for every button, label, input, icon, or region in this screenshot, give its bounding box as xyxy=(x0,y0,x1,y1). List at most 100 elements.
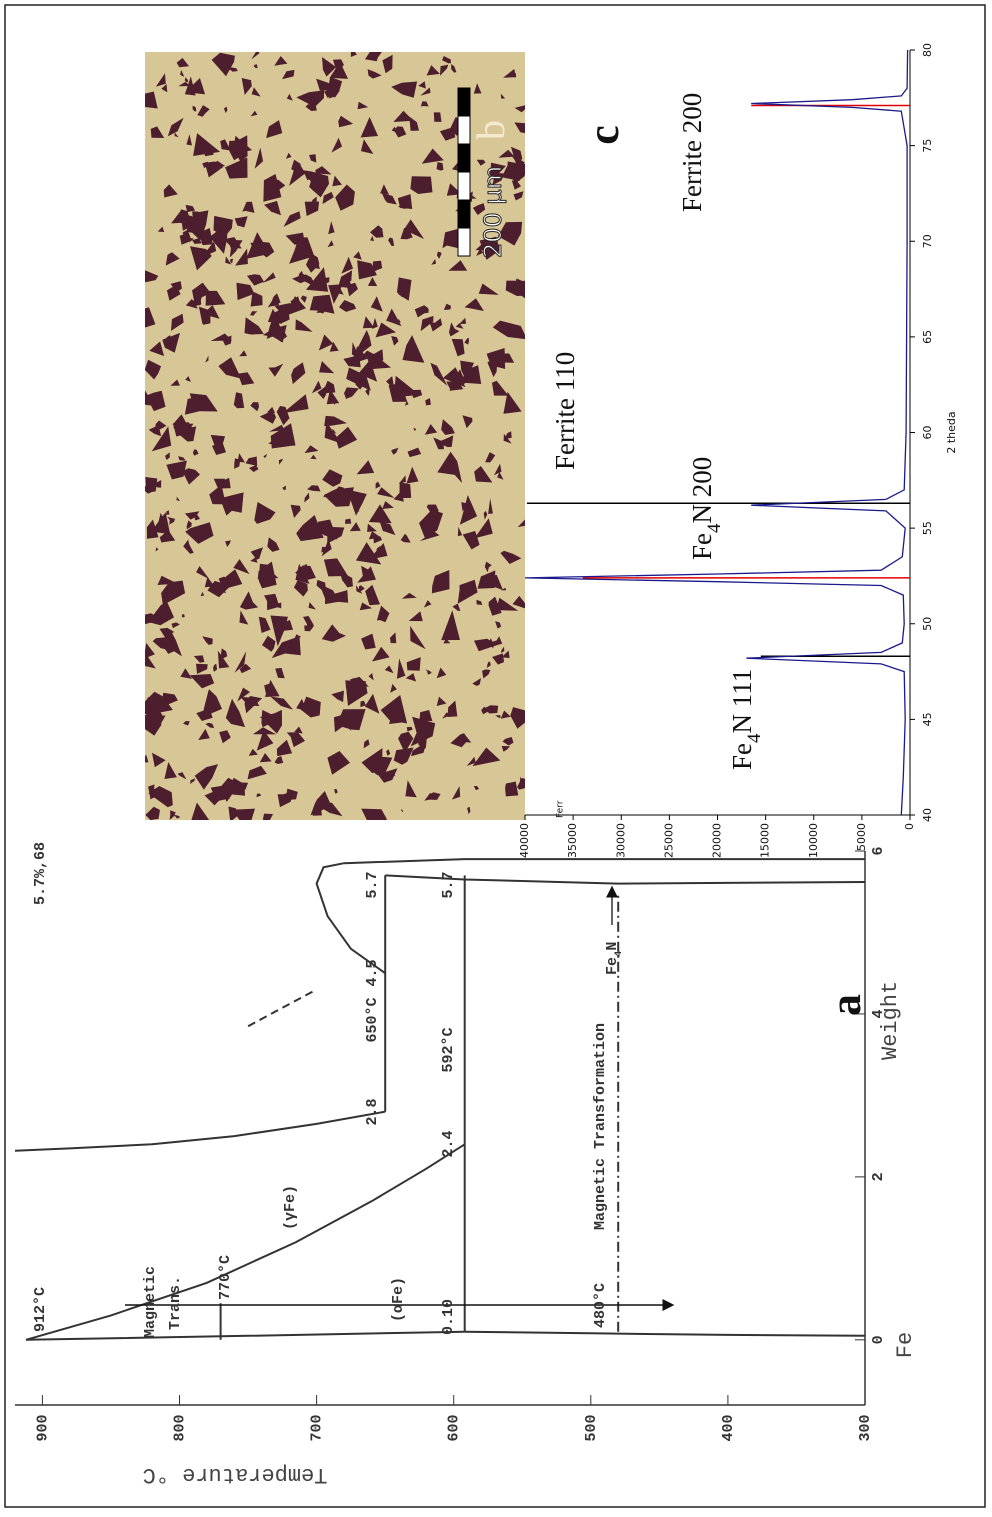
xrd-line xyxy=(524,49,909,816)
grain xyxy=(393,490,404,502)
grain xyxy=(282,69,295,80)
grain xyxy=(484,561,492,573)
grain xyxy=(306,267,329,292)
text-part: Fe xyxy=(727,743,757,770)
y-tick-label: 20000 xyxy=(711,823,724,858)
grain xyxy=(233,392,245,409)
x-tick-label: 45 xyxy=(921,712,934,726)
grain xyxy=(492,380,509,396)
grain xyxy=(239,663,252,674)
x-tick-label: 80 xyxy=(921,43,934,57)
grain xyxy=(220,477,231,489)
annotation: 650°C xyxy=(364,997,381,1042)
grain xyxy=(512,595,525,609)
grain xyxy=(193,133,221,156)
grain xyxy=(205,722,215,729)
grain xyxy=(462,415,473,429)
annotation: Trans. xyxy=(167,1276,184,1330)
plot-area xyxy=(525,50,910,815)
grain xyxy=(247,765,267,780)
grain xyxy=(262,635,276,652)
grain xyxy=(406,657,421,671)
grain xyxy=(260,709,282,734)
grain xyxy=(331,590,349,603)
grain xyxy=(496,597,519,611)
grain xyxy=(457,579,478,604)
grain xyxy=(393,110,414,122)
annotation: Fe xyxy=(893,1332,918,1358)
grain xyxy=(464,338,469,345)
grain xyxy=(418,81,426,89)
grain xyxy=(420,315,434,332)
grain xyxy=(304,445,319,454)
grain xyxy=(439,128,456,141)
grain xyxy=(397,194,413,209)
grain xyxy=(406,466,419,484)
y-tick-label: 700 xyxy=(309,1414,326,1441)
grain xyxy=(198,728,210,740)
grain xyxy=(448,260,468,271)
grain xyxy=(488,498,493,514)
grain xyxy=(362,316,375,329)
grain xyxy=(380,184,390,195)
grain xyxy=(268,424,285,432)
grain xyxy=(481,706,489,715)
grain xyxy=(331,137,343,153)
grain xyxy=(282,394,309,414)
grain xyxy=(476,248,484,256)
grain xyxy=(237,687,250,702)
grain xyxy=(244,317,264,335)
grain xyxy=(501,587,507,591)
grain xyxy=(505,781,519,797)
grain xyxy=(244,696,263,714)
grain xyxy=(191,802,210,820)
x-tick-label: 60 xyxy=(921,426,934,440)
grain xyxy=(319,361,335,374)
grain xyxy=(192,449,199,456)
grain xyxy=(388,237,395,246)
grain xyxy=(211,52,235,77)
grain xyxy=(332,428,337,434)
grain xyxy=(217,650,230,669)
grain xyxy=(290,504,301,518)
grain xyxy=(356,460,375,475)
grain xyxy=(500,710,511,719)
grain xyxy=(228,140,243,161)
grain xyxy=(268,179,286,198)
grain xyxy=(349,522,361,532)
grain xyxy=(482,669,491,679)
grain xyxy=(327,751,350,775)
grain xyxy=(335,184,355,211)
grain xyxy=(396,658,406,679)
annotation: a xyxy=(821,994,870,1016)
grain xyxy=(223,237,242,249)
x-tick-label: 2 xyxy=(870,1172,887,1181)
grain xyxy=(234,651,247,673)
grain xyxy=(157,575,178,585)
grain xyxy=(275,667,285,679)
grain xyxy=(286,732,305,748)
grain xyxy=(464,298,484,311)
grain xyxy=(346,367,371,391)
grain xyxy=(315,166,332,175)
grain xyxy=(442,712,451,719)
grain xyxy=(407,447,422,458)
grain xyxy=(196,663,208,674)
grain xyxy=(239,591,259,610)
grain xyxy=(430,362,448,386)
annotation: Ferrite 200 xyxy=(677,93,707,212)
grain xyxy=(259,411,276,424)
grain xyxy=(446,381,458,390)
grain xyxy=(513,191,524,201)
grain xyxy=(338,270,353,287)
grain xyxy=(474,638,497,652)
annotation: 0.10 xyxy=(440,1299,457,1335)
grain xyxy=(178,456,186,461)
grain xyxy=(429,318,443,332)
grain xyxy=(176,57,189,68)
grain xyxy=(501,746,511,752)
grain xyxy=(189,238,194,243)
grain xyxy=(181,614,185,618)
grain xyxy=(365,52,382,62)
scale-bar xyxy=(457,227,471,257)
